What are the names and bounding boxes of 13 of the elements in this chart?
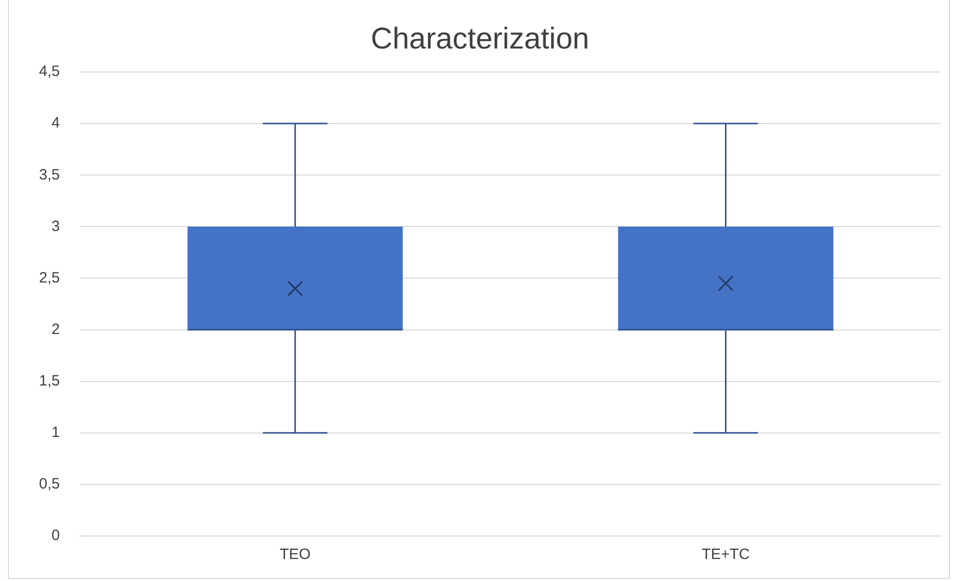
y-tick-label: 4: [52, 114, 60, 132]
y-tick-label: 1: [52, 424, 60, 442]
y-tick-label: 3: [52, 218, 60, 235]
y-tick-label: 2: [52, 320, 60, 338]
y-tick-label: 1,5: [38, 372, 60, 390]
x-tick-label: TEO: [280, 546, 311, 564]
y-tick-label: 3,5: [38, 166, 60, 184]
y-tick-label: 0: [52, 527, 60, 544]
x-tick-label: TE+TC: [702, 546, 750, 564]
y-tick-label: 2,5: [38, 269, 60, 286]
chart-title: Characterization: [370, 22, 590, 56]
y-tick-label: 0,5: [38, 476, 60, 493]
y-tick-label: 4,5: [38, 63, 60, 80]
